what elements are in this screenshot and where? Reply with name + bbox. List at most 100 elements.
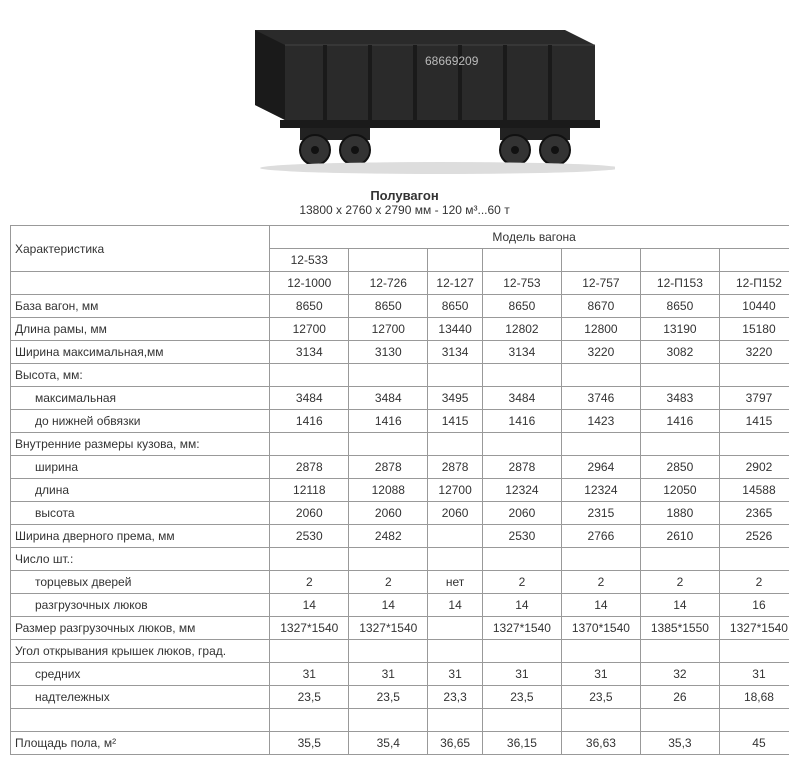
cell-18-4	[561, 709, 640, 732]
cell-10-1: 2482	[349, 525, 428, 548]
cell-13-3: 14	[482, 594, 561, 617]
cell-8-6: 14588	[719, 479, 789, 502]
row-label-14: Размер разгрузочных люков, мм	[11, 617, 270, 640]
row-label-18	[11, 709, 270, 732]
cell-1-1: 12700	[349, 318, 428, 341]
cell-17-1: 23,5	[349, 686, 428, 709]
model-top-empty	[561, 249, 640, 272]
cell-18-5	[640, 709, 719, 732]
cell-19-3: 36,15	[482, 732, 561, 755]
cell-8-1: 12088	[349, 479, 428, 502]
cell-6-5	[640, 433, 719, 456]
cell-13-5: 14	[640, 594, 719, 617]
cell-14-5: 1385*1550	[640, 617, 719, 640]
cell-17-2: 23,3	[428, 686, 483, 709]
model-top: 12-533	[270, 249, 349, 272]
cell-3-4	[561, 364, 640, 387]
cell-10-4: 2766	[561, 525, 640, 548]
cell-12-5: 2	[640, 571, 719, 594]
row-label-19: Площадь пола, м²	[11, 732, 270, 755]
subtitle: 13800 х 2760 х 2790 мм - 120 м³...60 т	[10, 203, 789, 217]
cell-2-4: 3220	[561, 341, 640, 364]
row-label-13: разгрузочных люков	[11, 594, 270, 617]
cell-15-1	[349, 640, 428, 663]
cell-4-4: 3746	[561, 387, 640, 410]
cell-17-5: 26	[640, 686, 719, 709]
cell-5-3: 1416	[482, 410, 561, 433]
model-col-4: 12-757	[561, 272, 640, 295]
cell-11-2	[428, 548, 483, 571]
cell-11-0	[270, 548, 349, 571]
cell-9-0: 2060	[270, 502, 349, 525]
cell-17-3: 23,5	[482, 686, 561, 709]
cell-7-1: 2878	[349, 456, 428, 479]
model-col-5: 12-П153	[640, 272, 719, 295]
cell-15-3	[482, 640, 561, 663]
cell-5-5: 1416	[640, 410, 719, 433]
row-label-3: Высота, мм:	[11, 364, 270, 387]
cell-15-0	[270, 640, 349, 663]
cell-4-3: 3484	[482, 387, 561, 410]
cell-19-5: 35,3	[640, 732, 719, 755]
cell-7-6: 2902	[719, 456, 789, 479]
row-label-7: ширина	[11, 456, 270, 479]
cell-3-2	[428, 364, 483, 387]
cell-14-0: 1327*1540	[270, 617, 349, 640]
cell-19-4: 36,63	[561, 732, 640, 755]
cell-7-4: 2964	[561, 456, 640, 479]
cell-6-6	[719, 433, 789, 456]
cell-14-6: 1327*1540	[719, 617, 789, 640]
cell-9-4: 2315	[561, 502, 640, 525]
cell-5-4: 1423	[561, 410, 640, 433]
cell-2-3: 3134	[482, 341, 561, 364]
cell-2-2: 3134	[428, 341, 483, 364]
cell-6-2	[428, 433, 483, 456]
cell-12-0: 2	[270, 571, 349, 594]
cell-19-1: 35,4	[349, 732, 428, 755]
cell-1-5: 13190	[640, 318, 719, 341]
row-label-2: Ширина максимальная,мм	[11, 341, 270, 364]
cell-6-0	[270, 433, 349, 456]
row-label-16: средних	[11, 663, 270, 686]
cell-4-0: 3484	[270, 387, 349, 410]
model-col-1: 12-726	[349, 272, 428, 295]
cell-14-4: 1370*1540	[561, 617, 640, 640]
cell-1-6: 15180	[719, 318, 789, 341]
cell-5-6: 1415	[719, 410, 789, 433]
cell-2-1: 3130	[349, 341, 428, 364]
cell-0-6: 10440	[719, 295, 789, 318]
cell-3-0	[270, 364, 349, 387]
cell-3-6	[719, 364, 789, 387]
row-label-15: Угол открывания крышек люков, град.	[11, 640, 270, 663]
cell-0-3: 8650	[482, 295, 561, 318]
cell-7-2: 2878	[428, 456, 483, 479]
cell-17-0: 23,5	[270, 686, 349, 709]
cell-10-6: 2526	[719, 525, 789, 548]
cell-9-2: 2060	[428, 502, 483, 525]
cell-15-2	[428, 640, 483, 663]
cell-2-6: 3220	[719, 341, 789, 364]
spec-table: ХарактеристикаМодель вагона12-53312-1000…	[10, 225, 789, 755]
cell-9-5: 1880	[640, 502, 719, 525]
cell-2-0: 3134	[270, 341, 349, 364]
cell-11-3	[482, 548, 561, 571]
cell-1-3: 12802	[482, 318, 561, 341]
cell-18-3	[482, 709, 561, 732]
cell-10-2	[428, 525, 483, 548]
cell-8-0: 12118	[270, 479, 349, 502]
cell-11-5	[640, 548, 719, 571]
cell-16-4: 31	[561, 663, 640, 686]
cell-9-1: 2060	[349, 502, 428, 525]
bogie-right	[500, 128, 570, 165]
cell-18-1	[349, 709, 428, 732]
cell-8-4: 12324	[561, 479, 640, 502]
cell-2-5: 3082	[640, 341, 719, 364]
cell-13-6: 16	[719, 594, 789, 617]
model-top-empty	[428, 249, 483, 272]
models-header: Модель вагона	[270, 226, 789, 249]
cell-13-4: 14	[561, 594, 640, 617]
cell-11-4	[561, 548, 640, 571]
title-block: Полувагон 13800 х 2760 х 2790 мм - 120 м…	[10, 188, 789, 217]
model-col-3: 12-753	[482, 272, 561, 295]
row-label-4: максимальная	[11, 387, 270, 410]
